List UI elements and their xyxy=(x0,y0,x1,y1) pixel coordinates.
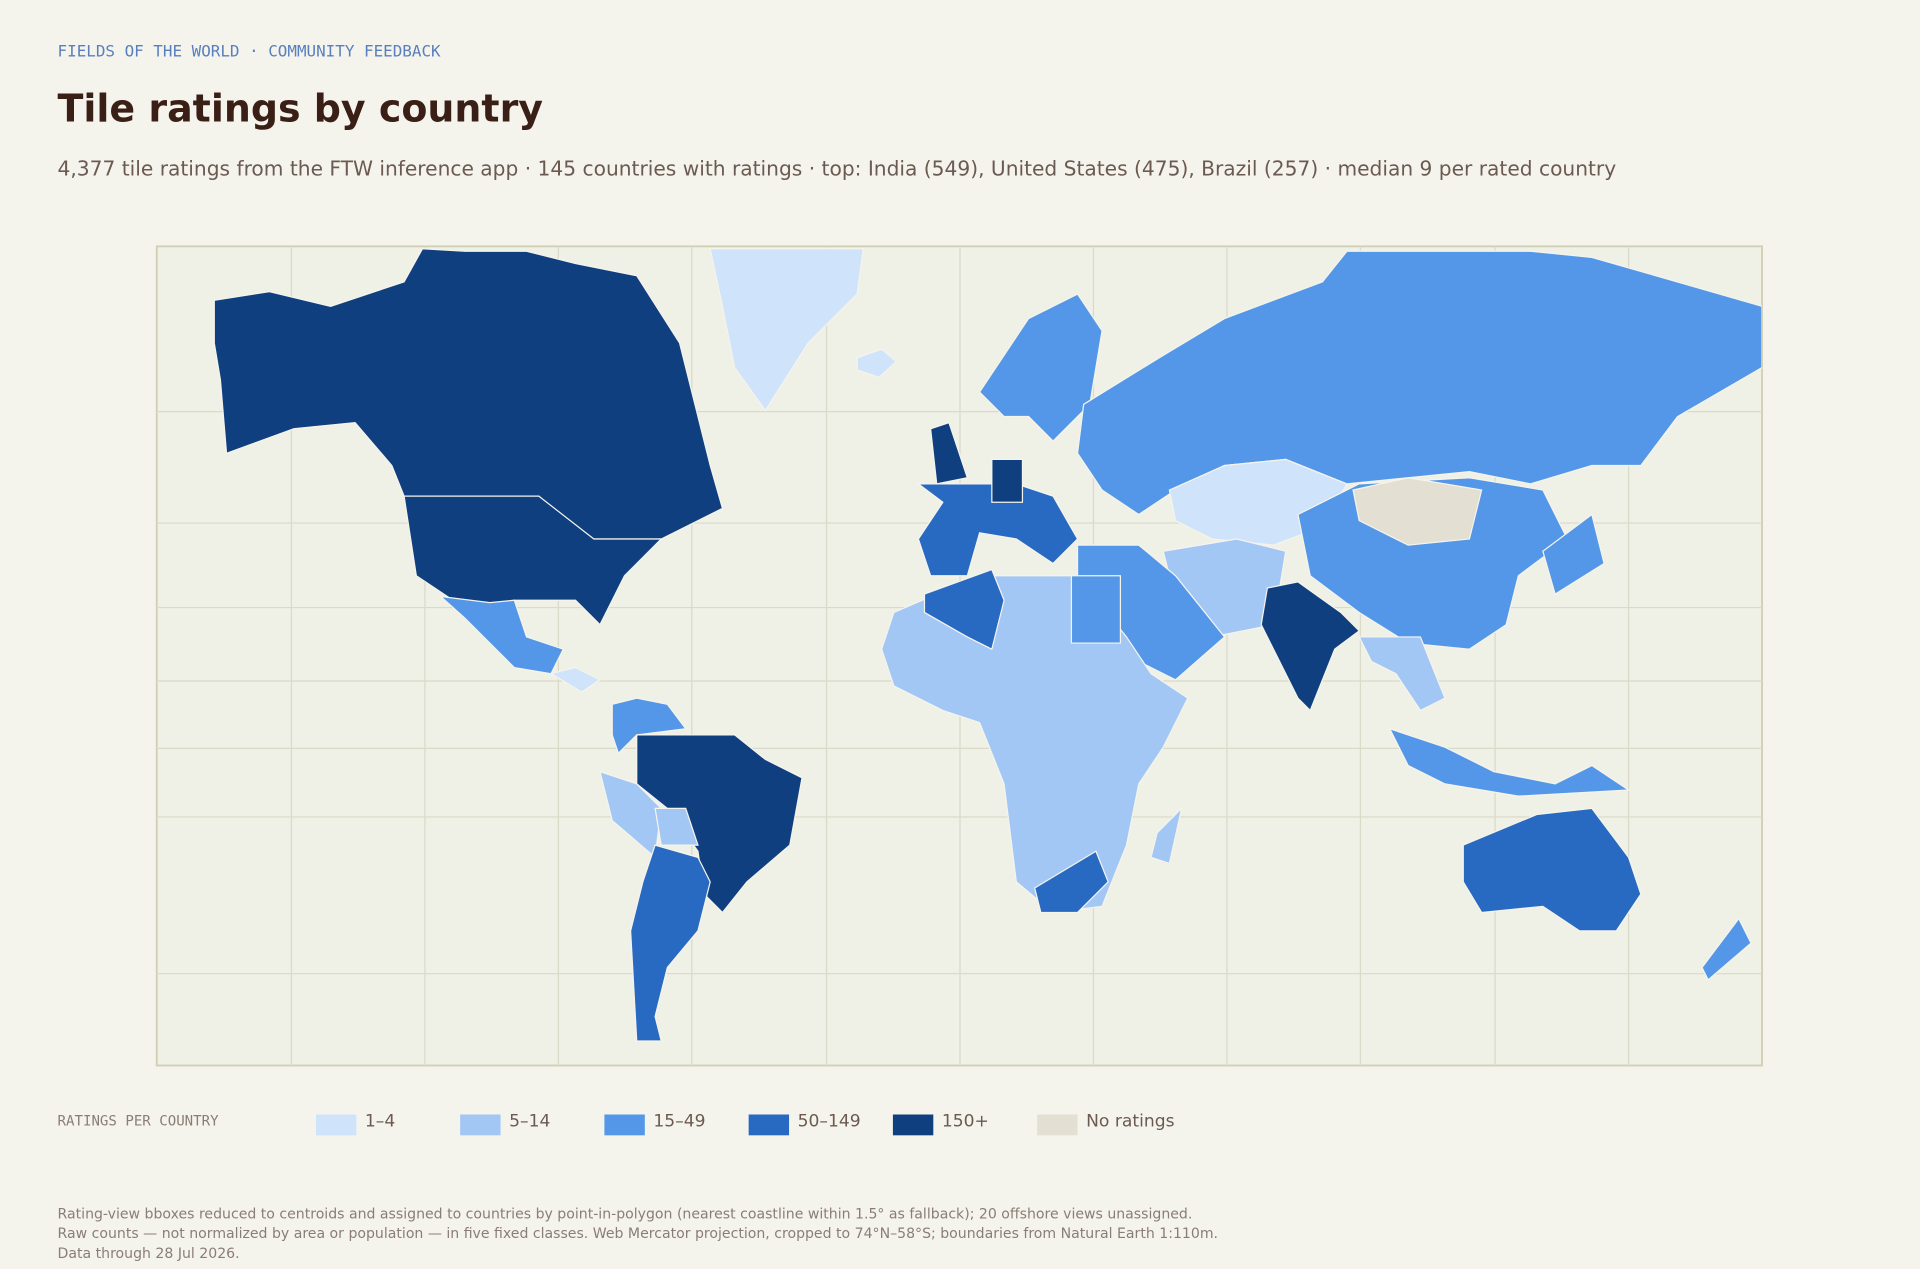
subtitle: 4,377 tile ratings from the FTW inferenc… xyxy=(58,156,1617,180)
legend-label: 150+ xyxy=(942,1112,989,1132)
country xyxy=(1070,575,1122,644)
country xyxy=(654,807,699,846)
legend-label: 1–4 xyxy=(365,1112,395,1132)
legend-swatch xyxy=(315,1114,357,1136)
country xyxy=(1260,581,1361,712)
legend-swatch xyxy=(892,1114,934,1136)
legend-swatch xyxy=(748,1114,790,1136)
legend-title: RATINGS PER COUNTRY xyxy=(58,1114,220,1130)
eyebrow: FIELDS OF THE WORLD · COMMUNITY FEEDBACK xyxy=(58,42,441,61)
countries xyxy=(213,248,1763,1042)
country xyxy=(1150,806,1183,865)
country xyxy=(1701,917,1752,981)
country xyxy=(923,568,1005,651)
country xyxy=(629,844,711,1042)
legend-label: 15–49 xyxy=(653,1112,705,1132)
country xyxy=(1462,807,1642,932)
country xyxy=(403,495,663,626)
legend-label: No ratings xyxy=(1086,1112,1174,1132)
country xyxy=(599,770,662,859)
country xyxy=(1076,250,1763,516)
map xyxy=(155,245,1763,1067)
legend-swatch xyxy=(1037,1114,1078,1136)
footnote: Rating-view bboxes reduced to centroids … xyxy=(58,1207,1193,1223)
country xyxy=(929,421,969,485)
legend-swatch xyxy=(604,1114,645,1136)
country xyxy=(1358,636,1446,712)
footnote: Raw counts — not normalized by area or p… xyxy=(58,1226,1218,1242)
country xyxy=(213,248,724,540)
country xyxy=(438,595,565,675)
title: Tile ratings by country xyxy=(58,86,544,130)
country xyxy=(1542,513,1605,596)
country xyxy=(611,697,687,755)
country xyxy=(1388,727,1631,797)
legend-swatch xyxy=(460,1114,501,1136)
footnote: Data through 28 Jul 2026. xyxy=(58,1246,240,1262)
country xyxy=(856,348,898,379)
country xyxy=(1033,850,1109,914)
country xyxy=(1352,477,1483,546)
legend-label: 50–149 xyxy=(798,1112,861,1132)
legend-label: 5–14 xyxy=(509,1112,550,1132)
country xyxy=(991,458,1024,503)
country xyxy=(709,248,864,412)
country xyxy=(549,666,602,693)
legend: RATINGS PER COUNTRY 1–4 5–14 15–49 50–149 15… xyxy=(58,1112,1175,1136)
